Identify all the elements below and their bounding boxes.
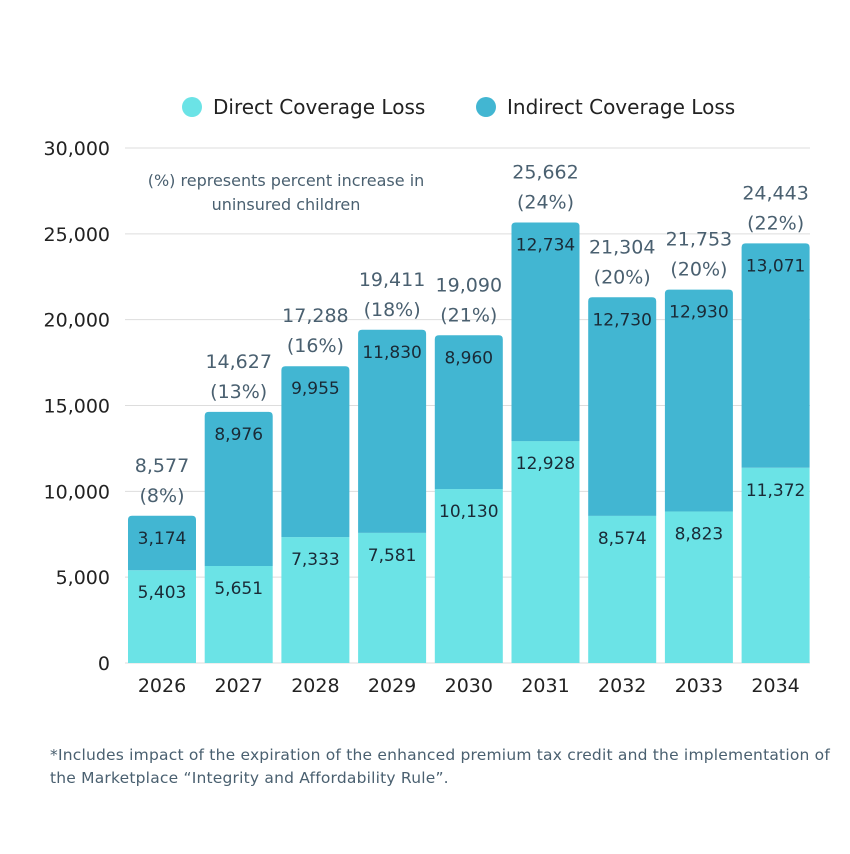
y-tick-label: 15,000 xyxy=(44,396,110,418)
value-label-direct: 5,403 xyxy=(138,583,187,603)
bar-indirect xyxy=(664,289,733,512)
footnote: *Includes impact of the expiration of th… xyxy=(50,746,831,787)
value-label-direct: 10,130 xyxy=(439,502,498,522)
value-label-indirect: 3,174 xyxy=(138,529,187,549)
x-tick-label: 2033 xyxy=(675,675,723,697)
value-label-indirect: 12,730 xyxy=(592,310,651,330)
legend-swatch-indirect xyxy=(476,97,496,117)
bar-direct xyxy=(128,570,196,663)
x-tick-label: 2026 xyxy=(138,675,186,697)
value-label-direct: 12,928 xyxy=(516,454,575,474)
legend-label-indirect: Indirect Coverage Loss xyxy=(507,95,735,119)
value-label-direct: 5,651 xyxy=(214,579,263,599)
percent-label: (22%) xyxy=(747,212,804,234)
value-label-direct: 8,574 xyxy=(598,529,647,549)
value-label-indirect: 13,071 xyxy=(746,256,805,276)
value-label-indirect: 12,734 xyxy=(516,235,575,255)
bar-indirect xyxy=(204,411,273,566)
bar-indirect xyxy=(588,297,657,516)
x-tick-label: 2030 xyxy=(445,675,493,697)
percent-label: (16%) xyxy=(287,335,344,357)
total-label: 14,627 xyxy=(205,351,271,373)
percent-label: (18%) xyxy=(364,299,421,321)
bar-direct xyxy=(204,565,273,663)
percent-label: (20%) xyxy=(670,259,727,281)
x-tick-label: 2027 xyxy=(215,675,263,697)
y-tick-label: 20,000 xyxy=(44,310,110,332)
value-label-indirect: 8,976 xyxy=(214,425,263,445)
percent-label: (24%) xyxy=(517,191,574,213)
legend: Direct Coverage Loss Indirect Coverage L… xyxy=(182,95,735,119)
percent-label: (21%) xyxy=(440,304,497,326)
value-label-indirect: 11,830 xyxy=(362,343,421,363)
bar-indirect xyxy=(358,329,427,533)
x-tick-label: 2034 xyxy=(751,675,799,697)
bar-direct xyxy=(434,489,503,663)
total-label: 17,288 xyxy=(282,305,348,327)
value-label-direct: 7,581 xyxy=(368,546,417,566)
value-label-indirect: 12,930 xyxy=(669,303,728,323)
total-label: 21,304 xyxy=(589,236,655,258)
x-tick-label: 2031 xyxy=(521,675,569,697)
percent-label: (20%) xyxy=(594,266,651,288)
value-label-indirect: 9,955 xyxy=(291,379,340,399)
bar-direct xyxy=(281,537,350,663)
y-tick-label: 0 xyxy=(98,653,110,675)
x-tick-label: 2029 xyxy=(368,675,416,697)
bar-direct xyxy=(741,467,810,663)
legend-swatch-direct xyxy=(182,97,202,117)
total-label: 25,662 xyxy=(512,161,578,183)
annotation-line-2: uninsured children xyxy=(212,195,361,214)
legend-label-direct: Direct Coverage Loss xyxy=(213,95,425,119)
bar-direct xyxy=(511,441,580,663)
bar-direct xyxy=(588,515,657,663)
y-tick-label: 10,000 xyxy=(44,481,110,503)
value-label-direct: 11,372 xyxy=(746,481,805,501)
bar-indirect xyxy=(511,222,580,442)
bar-indirect xyxy=(128,515,196,571)
bar-direct xyxy=(664,511,733,663)
x-tick-label: 2028 xyxy=(291,675,339,697)
percent-label: (13%) xyxy=(210,381,267,403)
percent-label: (8%) xyxy=(140,485,185,507)
total-label: 8,577 xyxy=(135,455,189,477)
y-tick-label: 25,000 xyxy=(44,224,110,246)
bar-indirect xyxy=(741,243,810,468)
y-tick-label: 5,000 xyxy=(56,567,110,589)
total-label: 19,090 xyxy=(436,274,502,296)
value-label-direct: 8,823 xyxy=(675,525,724,545)
x-tick-label: 2032 xyxy=(598,675,646,697)
bar-direct xyxy=(358,532,427,663)
total-label: 24,443 xyxy=(742,182,808,204)
total-label: 19,411 xyxy=(359,269,425,291)
y-tick-label: 30,000 xyxy=(44,138,110,160)
bar-indirect xyxy=(281,366,350,538)
total-label: 21,753 xyxy=(666,229,732,251)
bar-indirect xyxy=(434,335,503,490)
value-label-indirect: 8,960 xyxy=(444,348,493,368)
annotation-line-1: (%) represents percent increase in xyxy=(148,171,425,190)
value-label-direct: 7,333 xyxy=(291,550,340,570)
